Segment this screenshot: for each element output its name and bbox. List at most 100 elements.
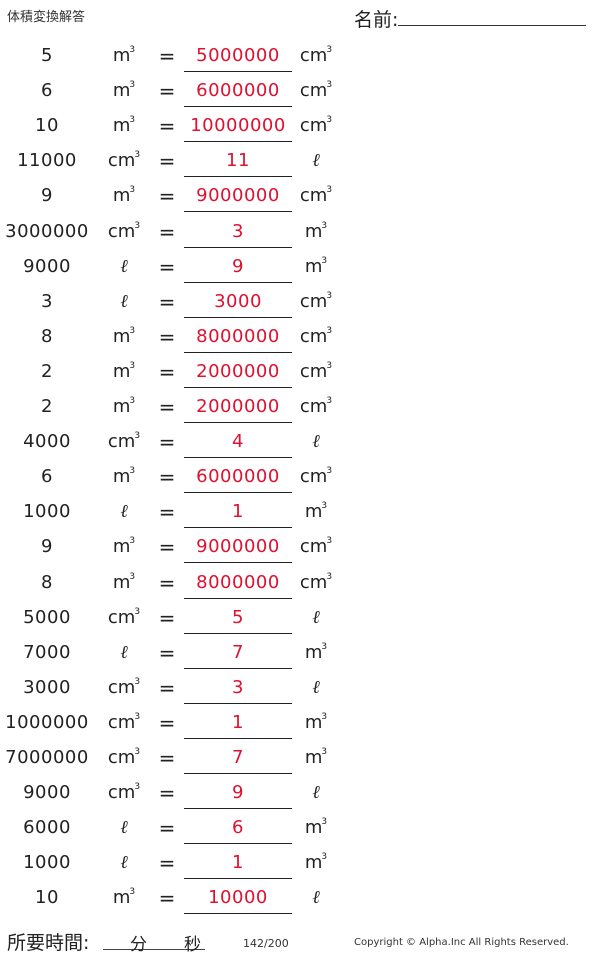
answer-value: 5000000 <box>196 45 280 66</box>
answer-value: 6 <box>232 817 244 839</box>
problem-value: 7000 <box>23 641 71 663</box>
problem-row: 4000 cm3 = 4 ℓ <box>0 426 600 461</box>
target-unit: m3 <box>304 255 328 277</box>
source-unit: m3 <box>112 360 136 382</box>
source-unit: m3 <box>112 571 136 593</box>
source-unit: cm3 <box>107 150 141 172</box>
problem-value: 9000 <box>23 782 71 804</box>
problem-value: 5000 <box>23 606 71 628</box>
target-unit: ℓ <box>312 782 320 804</box>
answer-underline <box>184 808 292 810</box>
answer-underline <box>184 71 292 72</box>
source-unit: cm3 <box>107 782 141 804</box>
source-unit: cm3 <box>107 220 141 242</box>
source-unit: m3 <box>112 396 136 417</box>
source-unit: ℓ <box>120 641 128 663</box>
answer-value: 2000000 <box>196 396 280 417</box>
answer-value: 8000000 <box>196 571 280 593</box>
answer-value: 1 <box>232 852 244 874</box>
source-unit: m3 <box>112 115 136 137</box>
answer-value: 9000000 <box>196 185 280 207</box>
target-unit: cm3 <box>299 45 333 66</box>
answer-underline <box>184 913 292 915</box>
name-line-end-dot: . <box>584 19 587 29</box>
problem-row: 10 m3 = 10000000 cm3 <box>0 110 600 145</box>
answer-underline <box>184 316 292 318</box>
problem-value: 9 <box>41 185 53 207</box>
problem-row: 7000 ℓ = 7 m3 <box>0 637 600 672</box>
answer-value: 4 <box>232 431 244 453</box>
answer-underline <box>184 843 292 845</box>
target-unit: ℓ <box>312 431 320 453</box>
target-unit: ℓ <box>312 887 320 909</box>
problem-row: 3000 cm3 = 3 ℓ <box>0 672 600 707</box>
target-unit: m3 <box>304 501 328 523</box>
problem-row: 11000 cm3 = 11 ℓ <box>0 145 600 180</box>
problem-value: 11000 <box>17 150 77 172</box>
answer-value: 10000000 <box>190 115 286 137</box>
seconds-label: 秒 <box>184 935 201 955</box>
answer-value: 11 <box>226 150 250 172</box>
equals-sign: = <box>158 44 176 68</box>
source-unit: m3 <box>112 185 136 207</box>
answer-underline <box>184 141 292 143</box>
answer-underline <box>184 773 292 774</box>
problem-value: 1000 <box>23 501 71 523</box>
equals-sign: = <box>158 465 176 490</box>
source-unit: cm3 <box>107 676 141 698</box>
problem-row: 5 m3 = 5000000 cm3 <box>0 40 600 75</box>
answer-underline <box>184 351 292 353</box>
source-unit: ℓ <box>120 255 128 277</box>
problem-value: 3 <box>41 290 53 312</box>
answer-underline <box>184 737 292 739</box>
problem-row: 9 m3 = 9000000 cm3 <box>0 180 600 215</box>
problem-row: 7000000 cm3 = 7 m3 <box>0 742 600 777</box>
answer-value: 3 <box>232 220 244 242</box>
problem-row: 3000000 cm3 = 3 m3 <box>0 216 600 251</box>
problem-value: 8 <box>41 571 53 593</box>
answer-value: 3000 <box>214 290 262 312</box>
problem-row: 6000 ℓ = 6 m3 <box>0 812 600 847</box>
target-unit: cm3 <box>299 360 333 382</box>
name-field: 名前: . <box>354 5 587 32</box>
target-unit: cm3 <box>299 466 333 488</box>
answer-value: 5 <box>232 606 244 628</box>
equals-sign: = <box>158 710 176 735</box>
equals-sign: = <box>158 500 176 525</box>
problem-value: 9 <box>41 536 53 558</box>
problem-row: 3 ℓ = 3000 cm3 <box>0 286 600 321</box>
problem-value: 10 <box>35 115 59 137</box>
answer-value: 6000000 <box>196 466 280 488</box>
target-unit: ℓ <box>312 676 320 698</box>
source-unit: m3 <box>112 80 136 102</box>
answer-underline <box>184 422 292 423</box>
source-unit: ℓ <box>120 817 128 839</box>
problem-row: 2 m3 = 2000000 cm3 <box>0 391 600 426</box>
answer-underline <box>184 878 292 880</box>
equals-sign: = <box>158 184 176 209</box>
answer-value: 7 <box>232 747 244 768</box>
problem-value: 2 <box>41 360 53 382</box>
equals-sign: = <box>158 851 176 876</box>
problem-value: 8 <box>41 325 53 347</box>
answer-value: 9000000 <box>196 536 280 558</box>
target-unit: cm3 <box>299 396 333 417</box>
problem-row: 1000000 cm3 = 1 m3 <box>0 707 600 742</box>
problem-value: 3000 <box>23 676 71 698</box>
source-unit: ℓ <box>120 501 128 523</box>
problem-value: 2 <box>41 396 53 417</box>
copyright-text: Copyright © Alpha.Inc All Rights Reserve… <box>354 937 569 948</box>
time-label: 所要時間: <box>7 932 90 954</box>
page-number: 142/200 <box>243 937 289 950</box>
equals-sign: = <box>158 746 176 770</box>
target-unit: cm3 <box>299 325 333 347</box>
source-unit: m3 <box>112 466 136 488</box>
problem-row: 8 m3 = 8000000 cm3 <box>0 567 600 602</box>
source-unit: cm3 <box>107 431 141 453</box>
target-unit: cm3 <box>299 571 333 593</box>
problem-row: 9000 cm3 = 9 ℓ <box>0 777 600 812</box>
answer-underline <box>184 527 292 529</box>
problem-row: 1000 ℓ = 1 m3 <box>0 496 600 531</box>
target-unit: m3 <box>304 711 328 733</box>
answer-value: 2000000 <box>196 360 280 382</box>
